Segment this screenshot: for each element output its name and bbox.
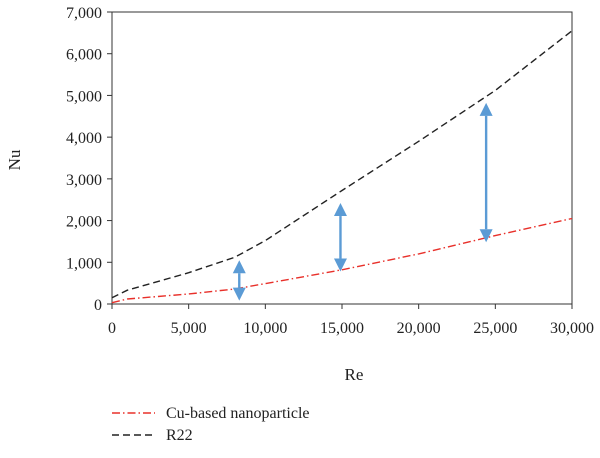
x-tick-label: 30,000 (550, 320, 594, 337)
legend: Cu-based nanoparticle R22 (112, 405, 310, 444)
series-line (111, 217, 573, 304)
x-tick-label: 15,000 (320, 320, 364, 337)
plot-area (111, 11, 573, 305)
x-tick-label: 0 (108, 320, 116, 337)
y-tick-label: 4,000 (66, 130, 102, 147)
double-arrow-head-down (232, 287, 246, 301)
double-arrow-head-up (479, 102, 493, 116)
x-tick-label: 25,000 (473, 320, 517, 337)
x-axis-label: Re (345, 365, 364, 384)
double-arrow-head-up (333, 203, 347, 217)
series-line (111, 30, 573, 299)
legend-label: R22 (166, 427, 193, 444)
y-tick-label: 5,000 (66, 88, 102, 105)
y-tick-label: 6,000 (66, 47, 102, 64)
double-arrow-head-up (232, 260, 246, 274)
y-tick-label: 2,000 (66, 214, 102, 231)
x-tick-label: 5,000 (171, 320, 207, 337)
y-tick-label: 3,000 (66, 172, 102, 189)
double-arrow-head-down (333, 258, 347, 272)
y-tick-label: 0 (94, 297, 102, 314)
y-tick-label: 7,000 (66, 5, 102, 22)
x-tick-label: 10,000 (243, 320, 287, 337)
y-axis-label: Nu (5, 149, 24, 170)
legend-label: Cu-based nanoparticle (166, 405, 310, 422)
y-axis: 0 1,000 2,000 3,000 4,000 5,000 6,000 7,000 (66, 5, 112, 314)
x-axis: 0 5,000 10,000 15,000 20,000 25,000 30,000 (108, 304, 594, 337)
double-arrow-head-down (479, 229, 493, 243)
x-tick-label: 20,000 (397, 320, 441, 337)
y-tick-label: 1,000 (66, 255, 102, 272)
